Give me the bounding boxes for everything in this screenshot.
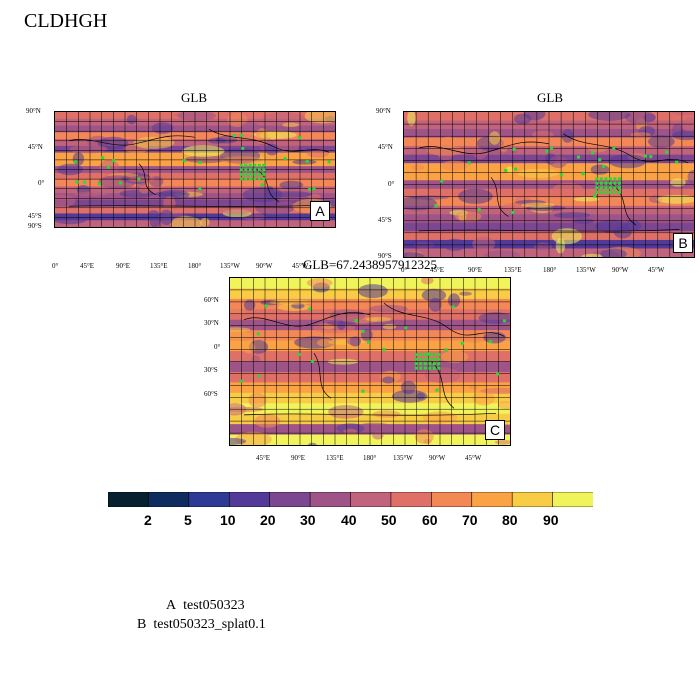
lat-tick: 45°N bbox=[28, 143, 43, 151]
colorbar-label: 80 bbox=[502, 512, 518, 528]
lon-tick: 135°E bbox=[326, 454, 344, 462]
colorbar-swatch bbox=[511, 491, 554, 508]
lon-tick: 45°E bbox=[430, 266, 445, 274]
colorbar-label: 5 bbox=[184, 512, 192, 528]
panel-c-title: GLB=67.2438957912325 bbox=[302, 257, 438, 272]
legend-text: test050323 bbox=[183, 598, 245, 613]
colorbar-swatch bbox=[269, 491, 311, 508]
panel-c-map bbox=[229, 277, 511, 446]
legend-entry-a: A test050323 bbox=[166, 598, 245, 614]
lat-tick: 45°N bbox=[378, 143, 393, 151]
lat-tick: 0° bbox=[388, 180, 395, 188]
panel-a-title: GLB bbox=[181, 90, 207, 105]
lon-tick: 45°W bbox=[465, 454, 482, 462]
colorbar-swatch bbox=[107, 491, 150, 508]
lon-tick: 90°W bbox=[256, 262, 273, 270]
lon-tick: 135°E bbox=[504, 266, 522, 274]
main-title: CLDHGH bbox=[24, 10, 108, 32]
colorbar-swatch bbox=[309, 491, 352, 508]
lat-tick: 90°S bbox=[28, 222, 42, 230]
lat-tick: 90°N bbox=[376, 107, 391, 115]
lon-tick: 135°W bbox=[220, 262, 240, 270]
colorbar-swatch bbox=[471, 491, 513, 508]
colorbar-swatch bbox=[431, 491, 473, 508]
lon-tick: 180° bbox=[363, 454, 377, 462]
legend-key: B bbox=[137, 617, 147, 632]
lat-tick: 30°N bbox=[204, 319, 219, 327]
lat-tick: 45°S bbox=[28, 212, 42, 220]
legend-entry-b: B test050323_splat0.1 bbox=[137, 617, 266, 633]
lon-tick: 135°W bbox=[393, 454, 413, 462]
panel-b-title: GLB bbox=[537, 90, 563, 105]
lon-tick: 90°E bbox=[116, 262, 131, 270]
colorbar-label: 2 bbox=[144, 512, 152, 528]
colorbar-label: 40 bbox=[341, 512, 357, 528]
lat-tick: 60°S bbox=[204, 390, 218, 398]
lon-tick: 180° bbox=[543, 266, 557, 274]
colorbar-label: 60 bbox=[422, 512, 438, 528]
panel-c-badge: C bbox=[485, 420, 505, 440]
lon-tick: 90°E bbox=[468, 266, 483, 274]
colorbar-label: 70 bbox=[462, 512, 478, 528]
panel-b-map bbox=[403, 111, 695, 258]
lon-tick: 45°W bbox=[648, 266, 665, 274]
lon-tick: 90°W bbox=[612, 266, 629, 274]
lon-tick: 90°E bbox=[291, 454, 306, 462]
legend-key: A bbox=[166, 598, 177, 613]
panel-a-map bbox=[54, 111, 336, 228]
legend-text: test050323_splat0.1 bbox=[153, 617, 266, 632]
lat-tick: 90°N bbox=[26, 107, 41, 115]
colorbar-swatch bbox=[552, 491, 594, 508]
colorbar-label: 90 bbox=[543, 512, 559, 528]
colorbar-label: 30 bbox=[300, 512, 316, 528]
colorbar-swatch bbox=[188, 491, 231, 508]
lat-tick: 30°S bbox=[204, 366, 218, 374]
lon-tick: 90°W bbox=[429, 454, 446, 462]
lon-tick: 45°E bbox=[80, 262, 95, 270]
colorbar-label: 50 bbox=[381, 512, 397, 528]
lat-tick: 0° bbox=[214, 343, 221, 351]
colorbar-label: 20 bbox=[260, 512, 276, 528]
panel-b-badge: B bbox=[673, 233, 693, 253]
lon-tick: 0° bbox=[401, 266, 408, 274]
lat-tick: 90°S bbox=[378, 252, 392, 260]
colorbar-swatch bbox=[390, 491, 433, 508]
colorbar-label: 10 bbox=[220, 512, 236, 528]
colorbar-swatch bbox=[228, 491, 271, 508]
lon-tick: 0° bbox=[52, 262, 59, 270]
lon-tick: 45°E bbox=[256, 454, 271, 462]
colorbar-swatch bbox=[148, 491, 190, 508]
colorbar bbox=[107, 491, 594, 508]
lon-tick: 45°W bbox=[292, 262, 309, 270]
lon-tick: 135°W bbox=[576, 266, 596, 274]
lat-tick: 45°S bbox=[378, 216, 392, 224]
panel-a-badge: A bbox=[310, 201, 330, 221]
lat-tick: 0° bbox=[38, 179, 45, 187]
lat-tick: 60°N bbox=[204, 296, 219, 304]
lon-tick: 180° bbox=[188, 262, 202, 270]
colorbar-swatch bbox=[350, 491, 392, 508]
lon-tick: 135°E bbox=[150, 262, 168, 270]
